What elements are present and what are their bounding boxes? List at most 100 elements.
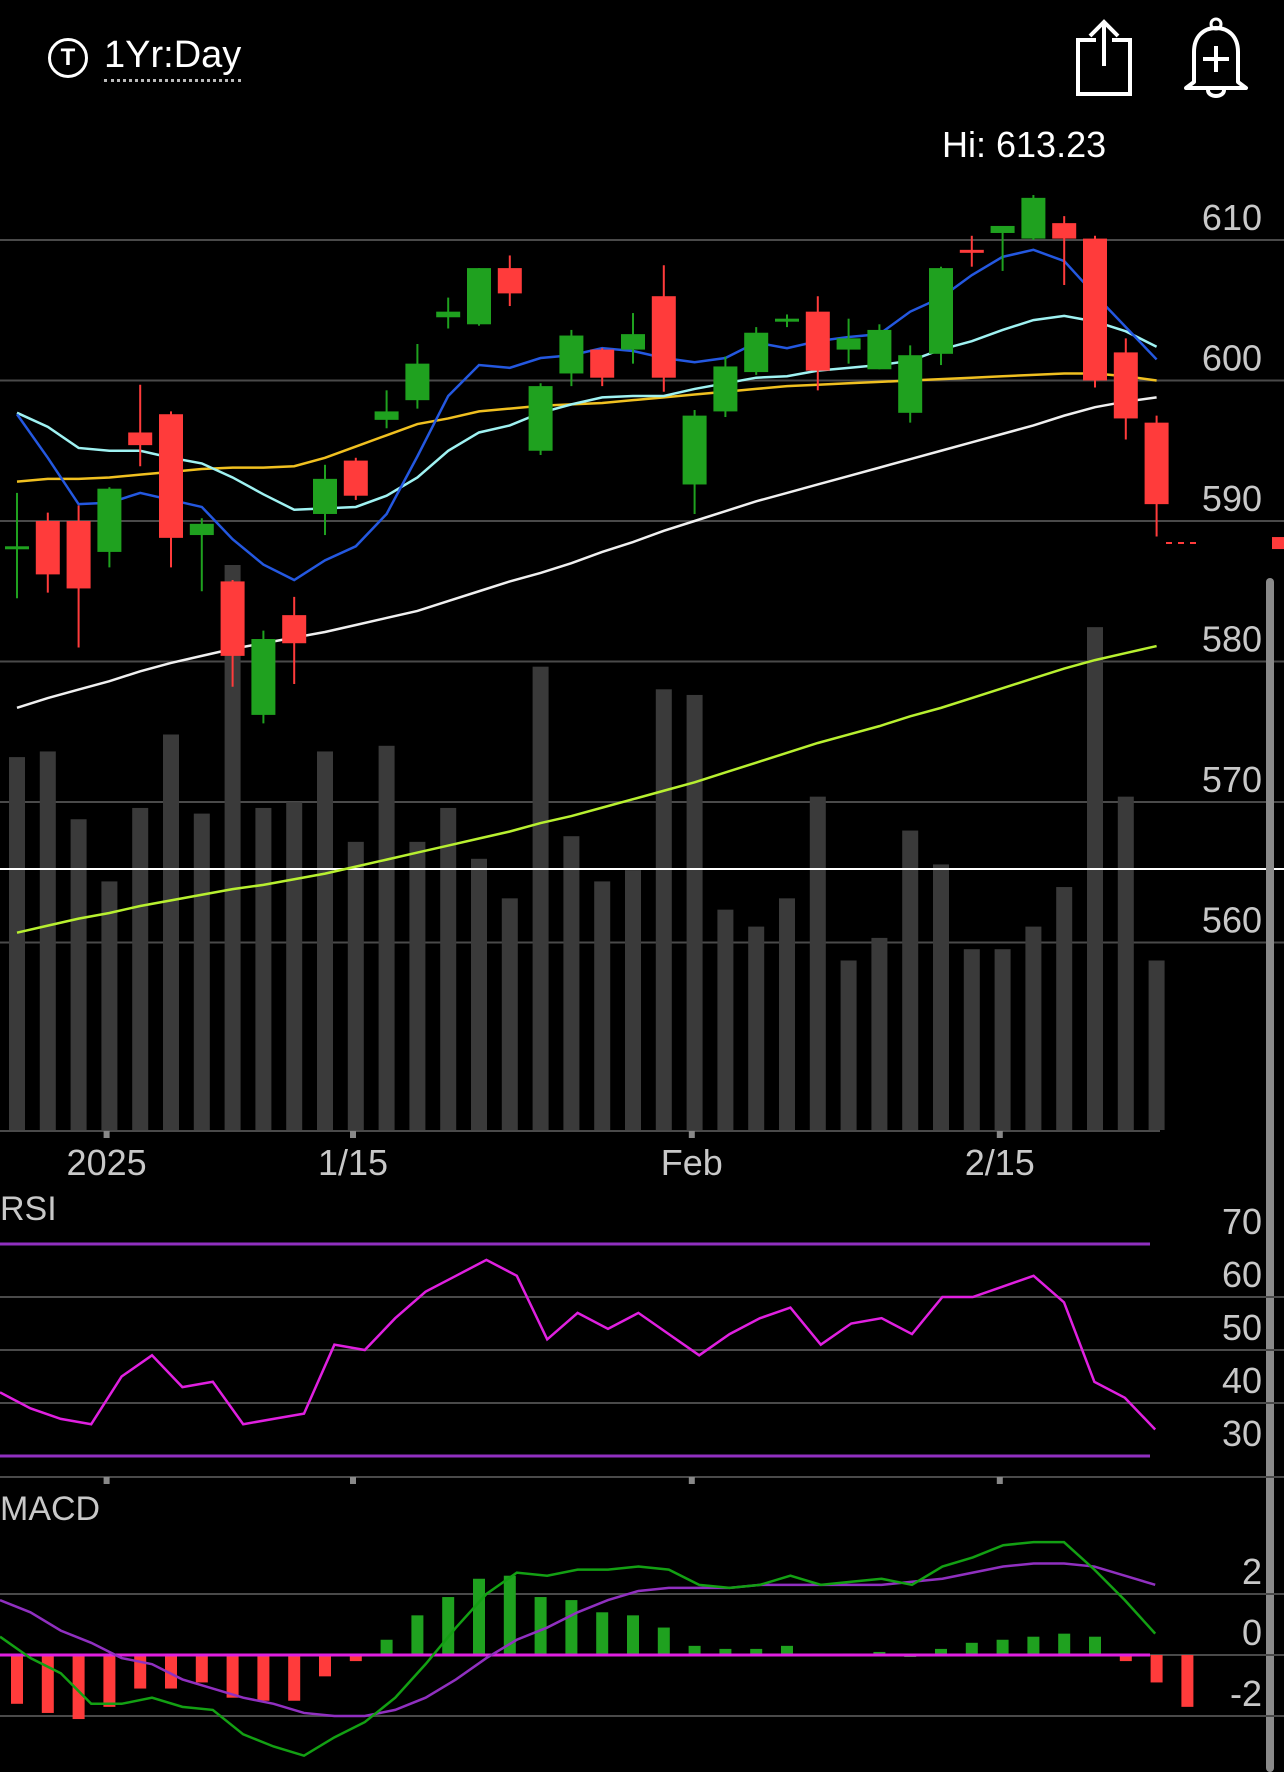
candle [251, 630, 276, 724]
candle-body [805, 311, 830, 371]
share-button[interactable] [1072, 18, 1136, 98]
ma-lime-line [16, 644, 1157, 934]
rsi-tick-label: 40 [1222, 1360, 1262, 1401]
candle [1083, 235, 1107, 388]
candle-body [405, 363, 430, 401]
macd-histogram-bar [442, 1597, 455, 1655]
candle-body [497, 268, 522, 294]
volume-bar [655, 689, 672, 1130]
rsi-tick-label: 30 [1222, 1413, 1262, 1454]
bell-plus-icon [1184, 17, 1248, 98]
candle-body [282, 615, 307, 644]
candle [713, 356, 738, 418]
volume-bar [1148, 960, 1165, 1130]
macd-histogram-bar [750, 1648, 763, 1655]
macd-histogram-bar [565, 1600, 578, 1655]
candle-body [621, 334, 645, 350]
macd-histogram-bar [781, 1645, 793, 1655]
rsi-title: RSI [0, 1190, 57, 1228]
candle-body [1052, 223, 1077, 239]
candle [959, 235, 984, 267]
volume-bar [963, 949, 980, 1130]
candle [867, 324, 892, 370]
macd-histogram-bar [627, 1615, 639, 1655]
last-price-marker [1272, 537, 1284, 550]
candle [1021, 195, 1046, 240]
candles [5, 195, 1169, 724]
candle [343, 457, 368, 500]
candle [374, 390, 399, 429]
volume-bars [9, 565, 1165, 1130]
price-tick-label: 600 [1202, 338, 1262, 379]
volume-bar [132, 807, 149, 1130]
rsi-tick-label: 50 [1222, 1307, 1262, 1348]
candle-body [251, 639, 276, 715]
candle-body [343, 460, 368, 496]
candle [97, 487, 122, 568]
candle-body [313, 478, 337, 514]
add-alert-button[interactable] [1180, 16, 1252, 98]
candle [189, 518, 214, 592]
x-axis-label: 1/15 [318, 1142, 388, 1183]
macd-title: MACD [0, 1490, 100, 1528]
candle [128, 384, 153, 467]
price-tick-label: 590 [1202, 478, 1262, 519]
macd-histogram-bar [935, 1648, 947, 1655]
candle [1144, 415, 1169, 537]
volume-bar [994, 949, 1011, 1130]
candle [313, 464, 337, 536]
candle [682, 410, 707, 514]
volume-bar [440, 807, 457, 1130]
candle [1052, 216, 1077, 285]
price-tick-label: 580 [1202, 619, 1262, 660]
candle [528, 383, 553, 455]
volume-bar [625, 870, 641, 1130]
volume-bar [779, 898, 795, 1130]
candle-body [1083, 238, 1107, 381]
rsi-tick-label: 60 [1222, 1254, 1262, 1295]
volume-bar [471, 858, 487, 1130]
timeframe-selector[interactable]: T 1Yr:Day [48, 34, 242, 82]
macd-histogram-bar [596, 1612, 609, 1655]
macd-histogram-bar [1181, 1655, 1194, 1707]
macd-histogram-bar [1119, 1655, 1132, 1662]
macd-tick-label: -2 [1230, 1673, 1262, 1714]
volume-bar [563, 836, 580, 1130]
candle-body [5, 546, 29, 550]
candle-body [128, 432, 153, 446]
top-bar: T 1Yr:Day [0, 0, 1284, 110]
share-icon [1076, 19, 1132, 96]
candle [35, 512, 60, 593]
macd-histogram-bar [380, 1639, 393, 1655]
candle [929, 266, 953, 366]
macd-histogram-bar [411, 1615, 424, 1655]
macd-histogram-bar [349, 1655, 362, 1662]
macd-tick-label: 0 [1242, 1612, 1262, 1653]
volume-bar [347, 841, 364, 1130]
volume-bar [193, 813, 210, 1130]
candle [990, 225, 1015, 271]
price-tick-label: 570 [1202, 759, 1262, 800]
candle-body [97, 488, 122, 552]
macd-signal-line [0, 1562, 1156, 1718]
candle [898, 345, 923, 423]
candle [744, 327, 769, 375]
volume-bar [224, 565, 241, 1130]
volume-bar [378, 745, 395, 1130]
macd-histogram-bar [996, 1639, 1009, 1655]
macd-histogram-bar [1089, 1636, 1101, 1655]
candle-body [713, 366, 738, 412]
candle [590, 348, 615, 387]
x-axis-label: 2/15 [965, 1142, 1035, 1183]
candle [559, 329, 584, 387]
candle-body [1113, 352, 1138, 419]
volume-bar [532, 666, 549, 1130]
candle-body [775, 318, 799, 322]
candle [497, 255, 522, 307]
candle-body [66, 521, 91, 589]
candle [805, 296, 830, 391]
volume-bar [840, 960, 857, 1130]
candle [405, 343, 430, 409]
candle-body [744, 332, 769, 373]
